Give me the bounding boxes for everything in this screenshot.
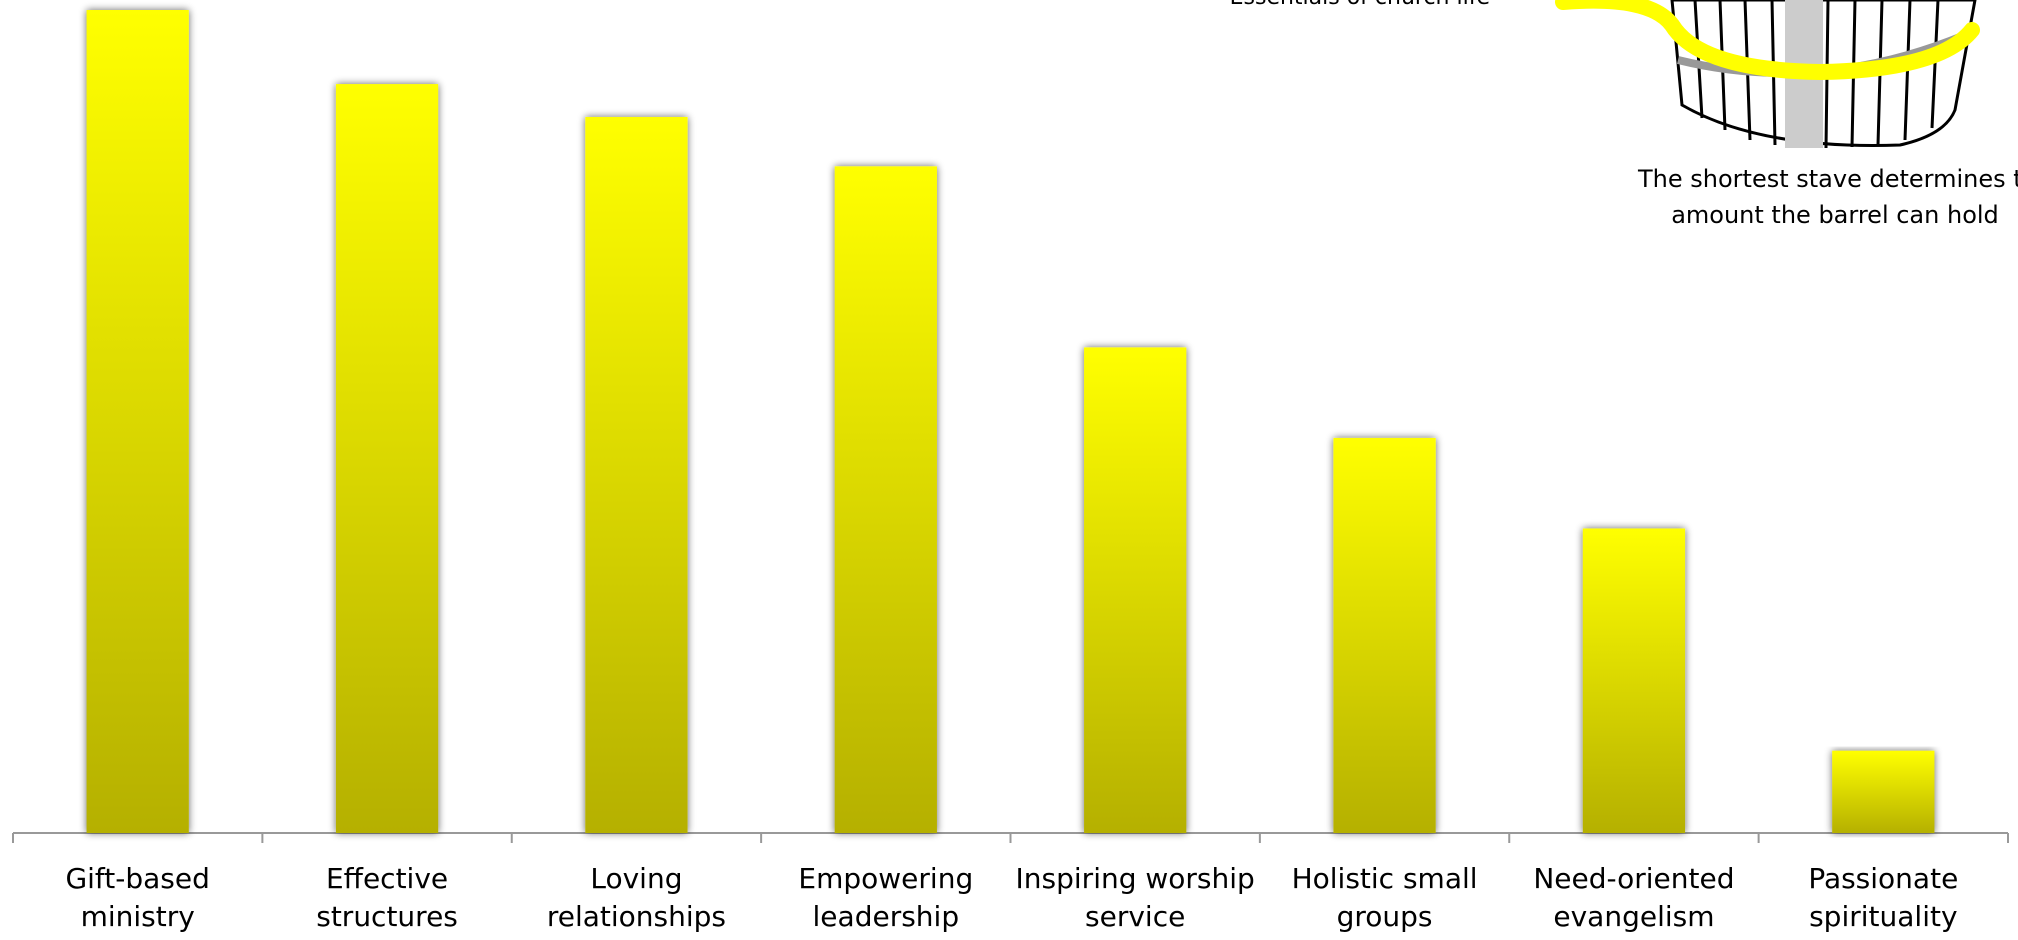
x-tick-label: Inspiring worship service [1015,862,1255,933]
x-tick-label: Need-oriented evangelism [1533,862,1735,933]
annotation: The shortest stave determines the [1637,165,2018,193]
x-tick-label: Passionate spirituality [1808,862,1959,933]
annotation: Essentials of church life [1230,0,1490,10]
bar [834,166,937,833]
x-tick-label: Gift-based ministry [65,862,210,933]
annotation: amount the barrel can hold [1671,201,1999,229]
bar [585,116,688,834]
bar [335,84,439,833]
bar [1333,437,1436,833]
highlight-curve [1555,0,1980,81]
bar [1582,528,1686,833]
bar [86,10,189,833]
x-tick-label: Effective structures [316,862,458,933]
x-tick-label: Loving relationships [546,862,727,933]
x-tick-label: Holistic small groups [1291,862,1478,933]
bar [1832,750,1935,833]
bar [1084,347,1187,833]
x-tick-label: Empowering leadership [798,862,974,933]
